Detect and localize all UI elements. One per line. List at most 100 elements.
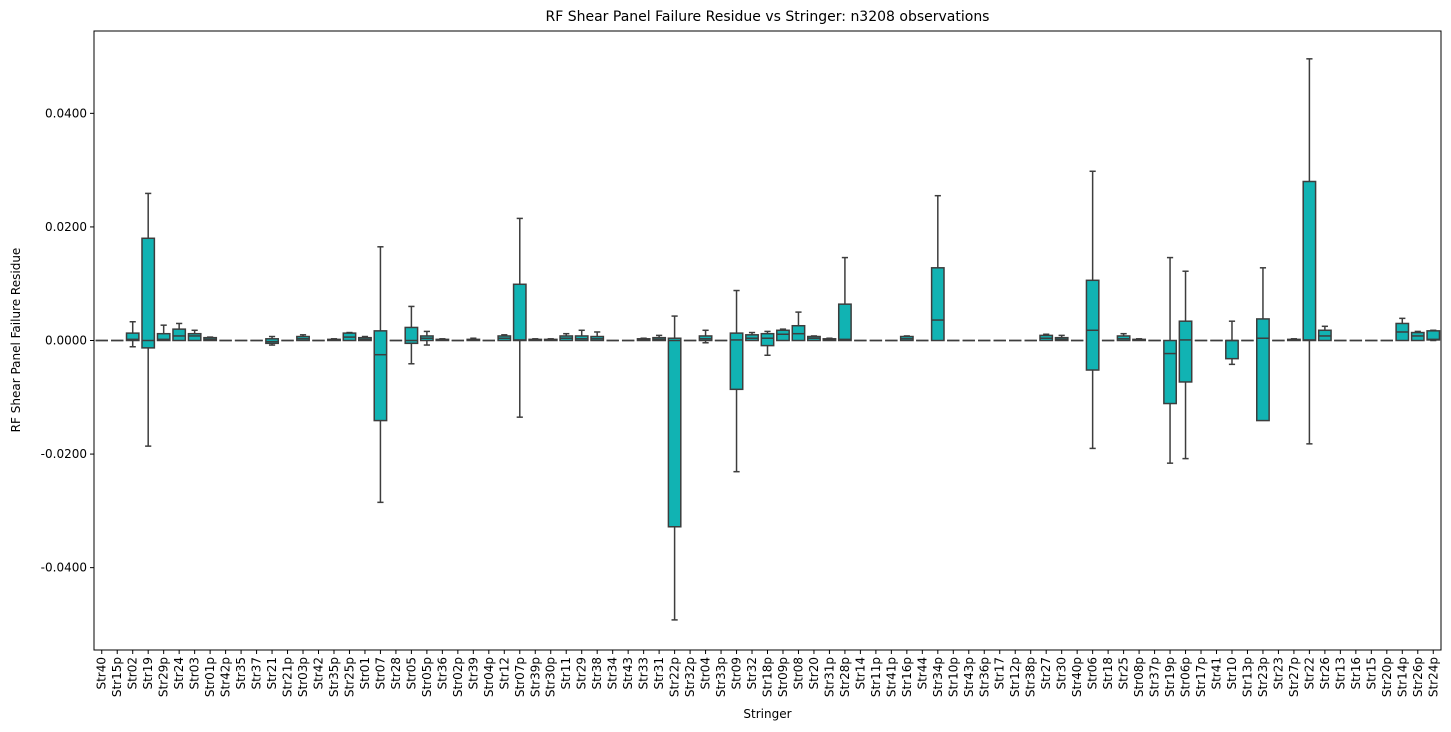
- x-tick-label: Str01p: [203, 657, 217, 697]
- box-Str08: [791, 311, 806, 342]
- box-Str23p: [1256, 267, 1270, 422]
- box-Str03p: [296, 334, 310, 342]
- x-tick-label: Str39: [466, 657, 480, 690]
- box-Str38: [590, 331, 605, 342]
- x-tick-label: Str26: [1318, 657, 1332, 690]
- y-tick-label: -0.0200: [41, 447, 87, 461]
- box-Str11: [559, 332, 574, 342]
- y-tick-label: 0.0400: [45, 106, 87, 120]
- iqr-box: [1085, 279, 1100, 371]
- y-tick-label: 0.0000: [45, 334, 87, 348]
- x-tick-label: Str06p: [1179, 657, 1193, 697]
- x-tick-label: Str17: [993, 657, 1007, 690]
- box-Str27p: [1286, 338, 1301, 342]
- y-tick-label: 0.0200: [45, 220, 87, 234]
- x-tick-label: Str33: [637, 657, 651, 690]
- x-tick-label: Str05: [404, 657, 418, 690]
- y-tick-label: -0.0400: [41, 561, 87, 575]
- x-tick-label: Str40: [95, 657, 109, 690]
- box-Str16p: [899, 335, 914, 342]
- box-Str05p: [419, 330, 434, 346]
- x-tick-label: Str09p: [776, 657, 790, 697]
- box-Str09p: [776, 328, 790, 342]
- x-tick-label: Str30p: [544, 657, 558, 697]
- x-tick-label: Str31: [652, 657, 666, 690]
- x-tick-label: Str36p: [977, 657, 991, 697]
- iqr-box: [1302, 180, 1317, 342]
- x-tick-label: Str24: [172, 657, 186, 690]
- box-Str07: [373, 246, 388, 504]
- x-tick-label: Str12p: [1008, 657, 1022, 697]
- box-Str27: [1039, 333, 1054, 342]
- box-Str31p: [822, 337, 837, 342]
- x-tick-label: Str07: [373, 657, 387, 690]
- iqr-box: [667, 337, 682, 528]
- x-tick-label: Str27: [1039, 657, 1053, 690]
- x-tick-label: Str28: [389, 657, 403, 690]
- x-tick-label: Str25: [1117, 657, 1131, 690]
- x-tick-label: Str39p: [528, 657, 542, 697]
- x-tick-label: Str42: [312, 657, 326, 690]
- x-tick-label: Str35: [234, 657, 248, 690]
- box-Str20: [807, 335, 821, 342]
- box-Str19: [141, 192, 156, 447]
- box-Str09: [729, 289, 744, 473]
- iqr-box: [930, 267, 945, 342]
- box-Str35p: [327, 338, 341, 342]
- box-Str24: [172, 322, 187, 342]
- x-tick-label: Str34p: [931, 657, 945, 697]
- x-tick-label: Str17p: [1194, 657, 1208, 697]
- x-tick-label: Str37p: [1148, 657, 1162, 697]
- box-Str39: [466, 337, 481, 342]
- box-Str01p: [203, 336, 218, 342]
- x-tick-label: Str14: [853, 657, 867, 690]
- x-tick-label: Str15p: [110, 657, 124, 697]
- x-tick-label: Str03p: [296, 657, 310, 697]
- plot-frame: [93, 30, 1442, 651]
- x-tick-label: Str33p: [714, 657, 728, 697]
- box-Str28p: [837, 256, 852, 342]
- x-tick-label: Str21p: [281, 657, 295, 697]
- x-tick-label: Str16p: [900, 657, 914, 697]
- x-tick-label: Str19: [141, 657, 155, 690]
- x-tick-label: Str11: [559, 657, 573, 690]
- iqr-box: [141, 237, 156, 349]
- box-Str32: [745, 331, 759, 342]
- box-Str33: [636, 337, 651, 342]
- x-axis: Str40 Str15p Str02 Str19 Str29p Str24 Str03 Str…: [95, 650, 1440, 697]
- iqr-box: [1178, 320, 1193, 383]
- box-Str30p: [543, 338, 558, 342]
- boxes-layer: [95, 58, 1441, 621]
- box-Str04: [698, 329, 713, 344]
- box-Str06: [1085, 170, 1100, 450]
- iqr-box: [729, 332, 744, 391]
- x-tick-label: Str38p: [1024, 657, 1038, 697]
- x-tick-label: Str13: [1333, 657, 1347, 690]
- x-tick-label: Str10: [1225, 657, 1239, 690]
- box-Str07p: [512, 217, 527, 418]
- x-tick-label: Str25p: [342, 657, 356, 697]
- box-Str26p: [1410, 330, 1425, 342]
- x-tick-label: Str04p: [482, 657, 496, 697]
- box-Str05: [404, 305, 419, 365]
- box-Str18p: [760, 330, 775, 357]
- box-Str34p: [930, 194, 945, 342]
- x-tick-label: Str24p: [1426, 657, 1440, 697]
- box-Str10: [1225, 320, 1239, 366]
- iqr-box: [373, 330, 388, 422]
- iqr-box: [125, 332, 140, 342]
- x-tick-label: Str15: [1364, 657, 1378, 690]
- box-Str12: [497, 334, 512, 342]
- x-tick-label: Str21: [265, 657, 279, 690]
- x-tick-label: Str35p: [327, 657, 341, 697]
- x-tick-label: Str29: [575, 657, 589, 690]
- x-tick-label: Str26p: [1411, 657, 1425, 697]
- x-tick-label: Str40p: [1070, 657, 1084, 697]
- x-tick-label: Str41: [1210, 657, 1224, 690]
- x-tick-label: Str43p: [962, 657, 976, 697]
- x-tick-label: Str41p: [884, 657, 898, 697]
- box-Str06p: [1178, 270, 1193, 460]
- x-tick-label: Str30: [1055, 657, 1069, 690]
- box-Str26: [1317, 325, 1332, 342]
- box-Str19p: [1163, 256, 1177, 464]
